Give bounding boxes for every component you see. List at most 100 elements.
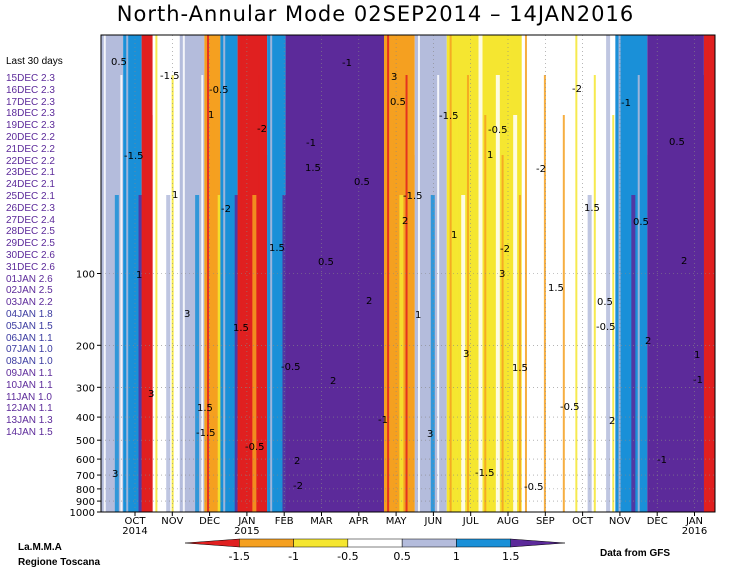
contour-label: 1.5: [269, 243, 285, 254]
heatmap-streak: [282, 195, 287, 512]
heatmap-streak: [337, 75, 342, 512]
heatmap-streak: [177, 155, 181, 512]
x-tick-label: NOV: [161, 516, 183, 527]
heatmap-streak: [393, 115, 397, 512]
heatmap-streak: [217, 195, 222, 512]
last-30-days-row: 10JAN 1.1: [6, 379, 53, 391]
colorbar-label: -1: [288, 550, 299, 563]
contour-label: -2: [257, 124, 267, 135]
heatmap-streak: [120, 75, 123, 512]
heatmap-streak: [368, 75, 372, 512]
heatmap-streak: [223, 35, 226, 512]
last-30-days-row: 31DEC 2.6: [6, 261, 55, 273]
contour-label: -1: [621, 98, 631, 109]
last-30-days-row: 18DEC 2.3: [6, 108, 55, 120]
x-tick-label: FEB: [275, 516, 294, 527]
x-tick-label: MAY: [386, 516, 408, 527]
heatmap-band: [141, 35, 153, 512]
heatmap-streak: [531, 115, 535, 512]
contour-label: -1.5: [124, 151, 144, 162]
contour-label: -1: [693, 375, 703, 386]
heatmap-streak: [344, 155, 347, 512]
x-tick-year: 2015: [234, 526, 259, 537]
contour-label: 1: [415, 310, 421, 321]
y-tick-label: 200: [76, 341, 95, 352]
heatmap-streak: [587, 195, 592, 512]
heatmap-streak: [350, 35, 354, 512]
contour-label: 1.5: [305, 163, 321, 174]
last-30-days-row: 19DEC 2.3: [6, 120, 55, 132]
last-30-days-row: 16DEC 2.3: [6, 84, 55, 96]
colorbar-swatch: [347, 538, 403, 548]
lamma-credit: La.M.M.A Regione Toscana: [18, 540, 100, 570]
heatmap-streak: [264, 155, 268, 512]
heatmap-streak: [212, 115, 216, 512]
heatmap-streak: [356, 115, 361, 512]
heatmap-streak: [228, 115, 232, 512]
heatmap-streak: [430, 195, 435, 512]
contour-label: 1.5: [233, 323, 249, 334]
last-30-days-row: 04JAN 1.8: [6, 308, 53, 320]
heatmap-streak: [675, 155, 679, 512]
x-tick-label: OCT: [125, 516, 147, 527]
last-30-days-panel: Last 30 days 15DEC 2.3 16DEC 2.3 17DEC 2.3…: [6, 56, 96, 439]
heatmap-streak: [694, 195, 698, 512]
contour-label: 3: [112, 469, 118, 480]
heatmap-streak: [188, 115, 192, 512]
last-30-days-row: 27DEC 2.4: [6, 214, 55, 226]
heatmap-streak: [325, 115, 328, 512]
heatmap-streak: [276, 115, 280, 512]
heatmap-streak: [207, 35, 210, 512]
last-30-days-row: 01JAN 2.6: [6, 273, 53, 285]
contour-label: 2: [609, 416, 615, 427]
last-30-days-row: 05JAN 1.5: [6, 320, 53, 332]
heatmap-streak: [688, 115, 691, 512]
last-30-days-row: 14JAN 1.5: [6, 426, 53, 438]
chart-title: North-Annular Mode 02SEP2014 – 14JAN2016: [116, 2, 635, 26]
contour-label: 1: [694, 350, 700, 361]
contour-label: 1: [451, 230, 457, 241]
last-30-days-row: 11JAN 1.0: [6, 391, 52, 403]
colorbar-label: 1: [453, 550, 460, 563]
last-30-days-row: 15DEC 2.3: [6, 73, 55, 84]
heatmap-streak: [606, 35, 611, 512]
heatmap-streak: [258, 75, 261, 512]
heatmap-streak: [543, 75, 546, 512]
contour-label: -0.5: [488, 125, 508, 136]
heatmap-streak: [132, 115, 136, 512]
heatmap-streak: [246, 115, 250, 512]
last-30-days-row: 29DEC 2.5: [6, 238, 55, 250]
contour-label: -1.5: [475, 468, 495, 479]
heatmap-streak: [495, 75, 500, 512]
heatmap-streak: [201, 75, 204, 512]
last-30-days-row: 28DEC 2.5: [6, 226, 55, 238]
x-tick-label: JAN: [237, 516, 255, 527]
contour-label: 1.5: [197, 403, 213, 414]
contour-label: -1: [342, 58, 352, 69]
colorbar-label: 0.5: [393, 550, 411, 563]
last-30-days-heading: Last 30 days: [6, 56, 63, 67]
contour-label: 3: [184, 309, 190, 320]
heatmap-streak: [399, 195, 404, 512]
last-30-days-row: 08JAN 1.0: [6, 356, 53, 368]
colorbar-swatch: [184, 538, 240, 548]
contour-label: -1: [657, 455, 667, 466]
x-tick-label: DEC: [199, 516, 220, 527]
heatmap-streak: [624, 115, 628, 512]
contour-label: 2: [402, 216, 408, 227]
heatmap-streak: [234, 195, 239, 512]
heatmap-streak: [490, 195, 494, 512]
y-tick-label: 900: [76, 497, 95, 508]
contour-label: 0.5: [111, 57, 127, 68]
contour-label: 1: [487, 150, 493, 161]
heatmap-streak: [700, 75, 705, 512]
heatmap-streak: [518, 195, 521, 512]
heatmap-streak: [160, 115, 164, 512]
heatmap-streak: [114, 195, 119, 512]
last-30-days-row: 30DEC 2.6: [6, 249, 55, 261]
heatmap-streak: [612, 115, 615, 512]
heatmap-streak: [294, 115, 298, 512]
contour-label: -1.5: [196, 428, 216, 439]
heatmap-streak: [387, 35, 390, 512]
heatmap-streak: [663, 195, 668, 512]
